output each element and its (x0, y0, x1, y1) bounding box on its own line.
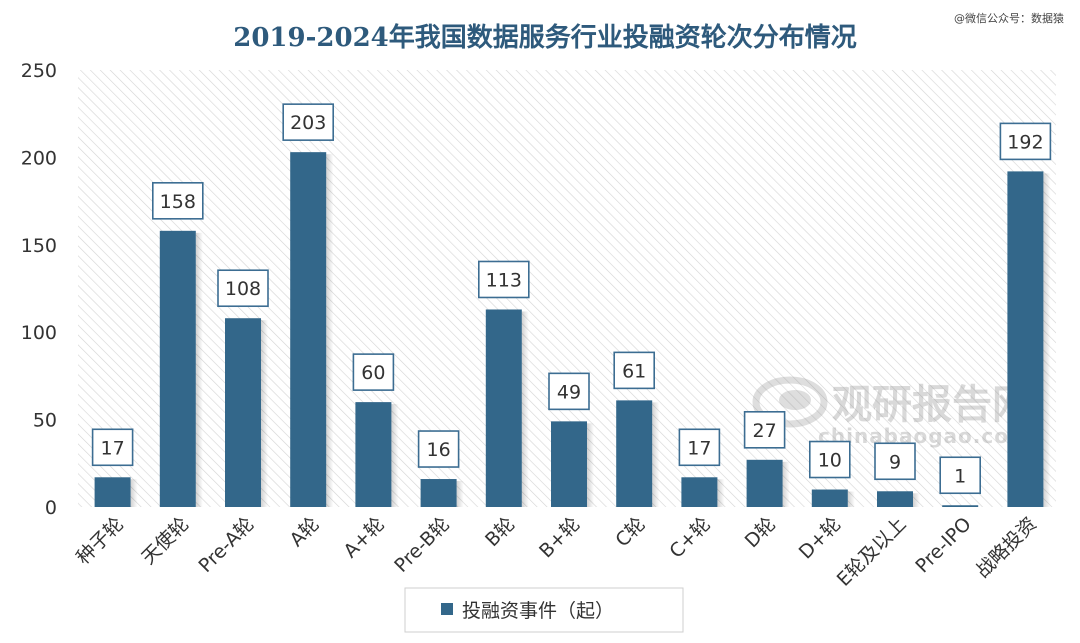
x-tick-label: D轮 (741, 513, 780, 552)
data-label: 1 (954, 465, 966, 487)
bar (420, 479, 457, 507)
watermark-logo: 观研报告网 chinabaogao.com (752, 376, 1032, 448)
bar (746, 459, 783, 507)
bar (877, 491, 913, 507)
data-label: 203 (290, 112, 326, 134)
x-tick-label: B+轮 (535, 513, 584, 562)
data-label-box (613, 351, 656, 390)
bar (290, 152, 327, 507)
x-tick-label: C轮 (611, 513, 649, 551)
data-label-box (743, 411, 786, 449)
x-tick-label: 种子轮 (72, 513, 128, 569)
data-label-box (352, 353, 395, 391)
data-label: 61 (622, 360, 646, 382)
data-label: 108 (225, 278, 261, 300)
x-axis: 种子轮 天使轮 Pre-A轮 A轮 A+轮 Pre-B轮 B轮 B+轮 C轮 C+轮 D轮 D+轮E轮… (72, 513, 1041, 591)
bar-shadow (1043, 173, 1051, 507)
bar (942, 505, 979, 507)
x-tick-label: Pre-IPO (911, 513, 975, 577)
watermark-site: chinabaogao.com (818, 424, 1031, 448)
bar (1007, 171, 1044, 507)
data-label: 10 (818, 450, 842, 472)
data-label-box (417, 430, 460, 468)
bar-shadow (130, 479, 138, 507)
data-label: 158 (160, 191, 196, 213)
x-tick-label: D+轮 (795, 513, 846, 564)
bar-shadow (913, 493, 920, 507)
data-label: 9 (889, 451, 901, 473)
bar (159, 230, 196, 508)
data-label-box (939, 456, 982, 495)
bar-series (94, 152, 1051, 508)
data-labels: 17 158 108 203 60 16 113 49 61 17 27 10 9 1 192 (91, 103, 1052, 495)
bar (681, 477, 718, 507)
data-label-box (874, 442, 916, 481)
bar-shadow (261, 320, 268, 507)
bar-shadow (847, 491, 855, 507)
bar (551, 421, 587, 507)
x-tick-label: Pre-A轮 (194, 513, 258, 577)
x-tick-label: E轮及以上 (833, 513, 911, 591)
bar-shadow (521, 311, 529, 507)
bar-shadow (717, 479, 725, 507)
data-label-box (217, 269, 269, 308)
data-label-box (282, 103, 335, 141)
data-label-box (808, 440, 851, 479)
data-label: 16 (427, 439, 451, 461)
data-label: 60 (361, 362, 385, 384)
bar-shadow (456, 481, 464, 507)
legend-swatch (441, 603, 453, 615)
bar-shadow (326, 154, 334, 507)
x-tick-label: C+轮 (665, 513, 715, 563)
data-label-box (999, 122, 1052, 161)
bar (811, 489, 848, 507)
y-tick-label: 100 (21, 322, 57, 344)
data-label-box (548, 372, 590, 411)
data-label-box (91, 428, 134, 467)
bar-shadow (391, 404, 399, 507)
y-tick-label: 200 (21, 147, 57, 169)
data-label: 17 (101, 437, 125, 459)
data-label: 17 (687, 437, 711, 459)
y-tick-label: 250 (21, 60, 57, 82)
bar (616, 400, 653, 507)
bar-shadow (587, 423, 594, 507)
watermark-brand: 观研报告网 (832, 382, 1032, 428)
x-tick-label: A+轮 (339, 513, 388, 562)
bar-shadow (782, 461, 790, 507)
data-label: 27 (753, 420, 777, 442)
x-tick-label: 天使轮 (137, 513, 193, 569)
watermark-swirl-icon (752, 376, 828, 428)
y-axis: 0 50 100 150 200 250 (21, 60, 57, 519)
legend-series-name: 投融资事件（起） (462, 600, 614, 622)
bar (225, 318, 261, 507)
data-label-box (678, 428, 721, 467)
data-label-box (477, 260, 530, 299)
y-tick-label: 0 (45, 497, 57, 519)
chart-title: 2019-2024年我国数据服务行业投融资轮次分布情况 (233, 22, 857, 53)
bar (485, 309, 522, 507)
x-tick-label: A轮 (286, 513, 324, 551)
legend: 投融资事件（起） (404, 587, 684, 633)
data-label-box (152, 182, 204, 220)
bar-shadow (652, 402, 660, 507)
x-tick-label: B轮 (481, 513, 519, 551)
bar (94, 477, 131, 507)
bar (355, 402, 392, 507)
data-label: 113 (486, 269, 522, 291)
source-note: @微信公众号：数据猿 (954, 11, 1064, 25)
y-tick-label: 50 (33, 410, 57, 432)
x-tick-label: 战略投资 (972, 513, 1041, 582)
data-label: 49 (557, 381, 581, 403)
y-tick-label: 150 (21, 235, 57, 257)
bar-shadow (195, 232, 203, 508)
data-label: 192 (1007, 131, 1043, 153)
x-tick-label: Pre-B轮 (390, 513, 454, 577)
